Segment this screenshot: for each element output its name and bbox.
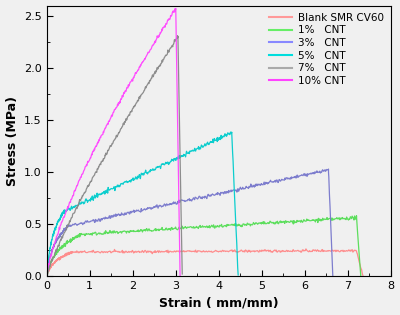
Legend: Blank SMR CV60, 1%   CNT, 3%   CNT, 5%   CNT, 7%   CNT, 10% CNT: Blank SMR CV60, 1% CNT, 3% CNT, 5% CNT, …	[267, 11, 386, 88]
X-axis label: Strain ( mm/mm): Strain ( mm/mm)	[159, 296, 279, 309]
Y-axis label: Stress (MPa): Stress (MPa)	[6, 96, 18, 186]
